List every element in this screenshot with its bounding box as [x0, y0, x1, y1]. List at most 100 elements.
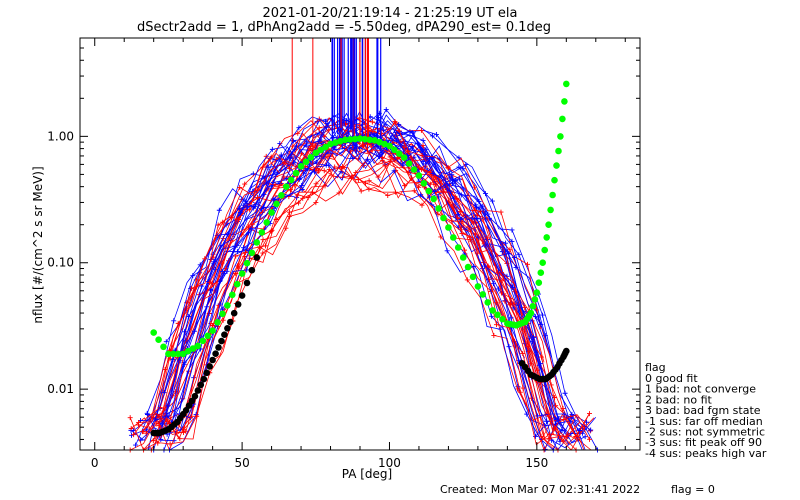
red-trace-marker: [520, 351, 526, 357]
blue-trace-marker: [216, 207, 222, 213]
red-trace-marker: [507, 302, 513, 308]
green-fit-point: [342, 136, 349, 144]
red-trace-marker: [287, 187, 293, 193]
green-fit-point: [396, 150, 403, 157]
black-fit-point: [200, 375, 208, 383]
red-trace-marker: [281, 174, 287, 180]
green-fit-point: [204, 332, 211, 340]
green-fit-point: [278, 192, 285, 199]
red-trace-marker: [525, 343, 531, 349]
green-fit-point: [489, 307, 496, 314]
green-fit-point: [539, 259, 546, 267]
red-trace-marker: [369, 119, 375, 125]
red-trace-marker: [209, 280, 215, 286]
red-trace-marker: [283, 225, 289, 231]
blue-trace-marker: [190, 273, 196, 279]
red-trace-marker: [189, 413, 195, 419]
green-fit-point: [376, 138, 383, 146]
red-trace-marker: [295, 130, 301, 136]
y-axis-label: nflux [#/(cm^2 s sr MeV)]: [31, 166, 45, 323]
green-fit-point: [499, 315, 506, 323]
red-trace-marker: [246, 224, 252, 230]
red-trace-marker: [418, 127, 424, 133]
green-fit-point: [248, 249, 256, 257]
red-trace-marker: [242, 181, 248, 187]
black-fit-point: [206, 363, 213, 370]
green-fit-point: [563, 80, 570, 88]
blue-trace-marker: [171, 318, 177, 324]
red-trace-line: [152, 156, 592, 451]
green-fit-point: [160, 343, 167, 351]
green-fit-point: [224, 302, 231, 309]
blue-trace-marker: [182, 329, 188, 335]
red-trace-marker: [143, 430, 149, 436]
green-fit-point: [494, 311, 501, 319]
red-trace-marker: [382, 162, 388, 168]
blue-trace-marker: [420, 137, 426, 143]
red-trace-marker: [175, 320, 181, 326]
blue-trace-marker: [294, 143, 300, 149]
black-fit-point: [227, 318, 234, 326]
blue-trace-marker: [444, 248, 450, 254]
green-fit-point: [317, 146, 325, 154]
green-fit-point: [537, 269, 545, 277]
blue-trace-marker: [435, 194, 441, 200]
black-fit-point: [248, 266, 256, 274]
red-trace-marker: [498, 209, 504, 215]
blue-trace-marker: [489, 198, 495, 204]
red-trace-marker: [464, 277, 470, 283]
green-fit-point: [170, 350, 177, 358]
green-fit-point: [263, 219, 271, 226]
blue-trace-marker: [471, 263, 477, 269]
red-trace-marker: [233, 216, 239, 222]
green-fit-point: [243, 259, 251, 267]
blue-trace-marker: [296, 125, 302, 131]
blue-trace-marker: [509, 227, 515, 233]
blue-trace-marker: [524, 411, 530, 417]
green-fit-point: [459, 254, 467, 261]
red-trace-marker: [454, 196, 460, 202]
red-trace-marker: [552, 425, 558, 431]
green-fit-point: [332, 139, 339, 146]
red-trace-line: [133, 117, 585, 451]
red-trace-marker: [287, 209, 293, 215]
red-trace-marker: [167, 441, 173, 447]
red-trace-marker: [459, 230, 465, 236]
red-trace-marker: [322, 183, 328, 189]
red-trace-marker: [471, 184, 477, 190]
red-trace-marker: [491, 332, 497, 338]
green-fit-point: [307, 154, 315, 161]
blue-trace-marker: [128, 432, 134, 438]
black-fit-point: [563, 347, 570, 355]
red-trace-marker: [254, 194, 260, 200]
x-tick-label: 100: [378, 456, 401, 470]
red-trace-marker: [260, 164, 266, 170]
red-trace-marker: [202, 256, 208, 262]
green-fit-point: [543, 234, 550, 241]
blue-trace-marker: [294, 194, 300, 200]
red-trace-marker: [420, 143, 426, 149]
blue-trace-line: [140, 134, 553, 432]
black-fit-point: [230, 309, 238, 317]
blue-trace-marker: [133, 442, 139, 448]
legend-entry: -4 sus: peaks high var: [645, 447, 767, 460]
blue-trace-marker: [497, 326, 503, 332]
blue-trace-marker: [553, 417, 559, 423]
green-fit-point: [356, 135, 364, 142]
red-trace-marker: [358, 188, 364, 194]
green-fit-point: [557, 133, 564, 140]
green-fit-point: [535, 279, 543, 287]
red-trace-marker: [538, 354, 544, 360]
blue-trace-marker: [224, 268, 230, 274]
blue-trace-marker: [488, 313, 494, 319]
green-fit-point: [555, 147, 562, 155]
blue-trace-marker: [219, 268, 225, 274]
red-trace-marker: [379, 157, 385, 163]
green-fit-point: [219, 310, 226, 318]
y-tick-label: 0.01: [47, 382, 74, 396]
blue-trace-marker: [508, 315, 514, 321]
black-fit-point: [234, 301, 242, 308]
green-fit-point: [479, 291, 487, 298]
black-fit-point: [218, 337, 225, 345]
green-fit-point: [268, 209, 275, 216]
